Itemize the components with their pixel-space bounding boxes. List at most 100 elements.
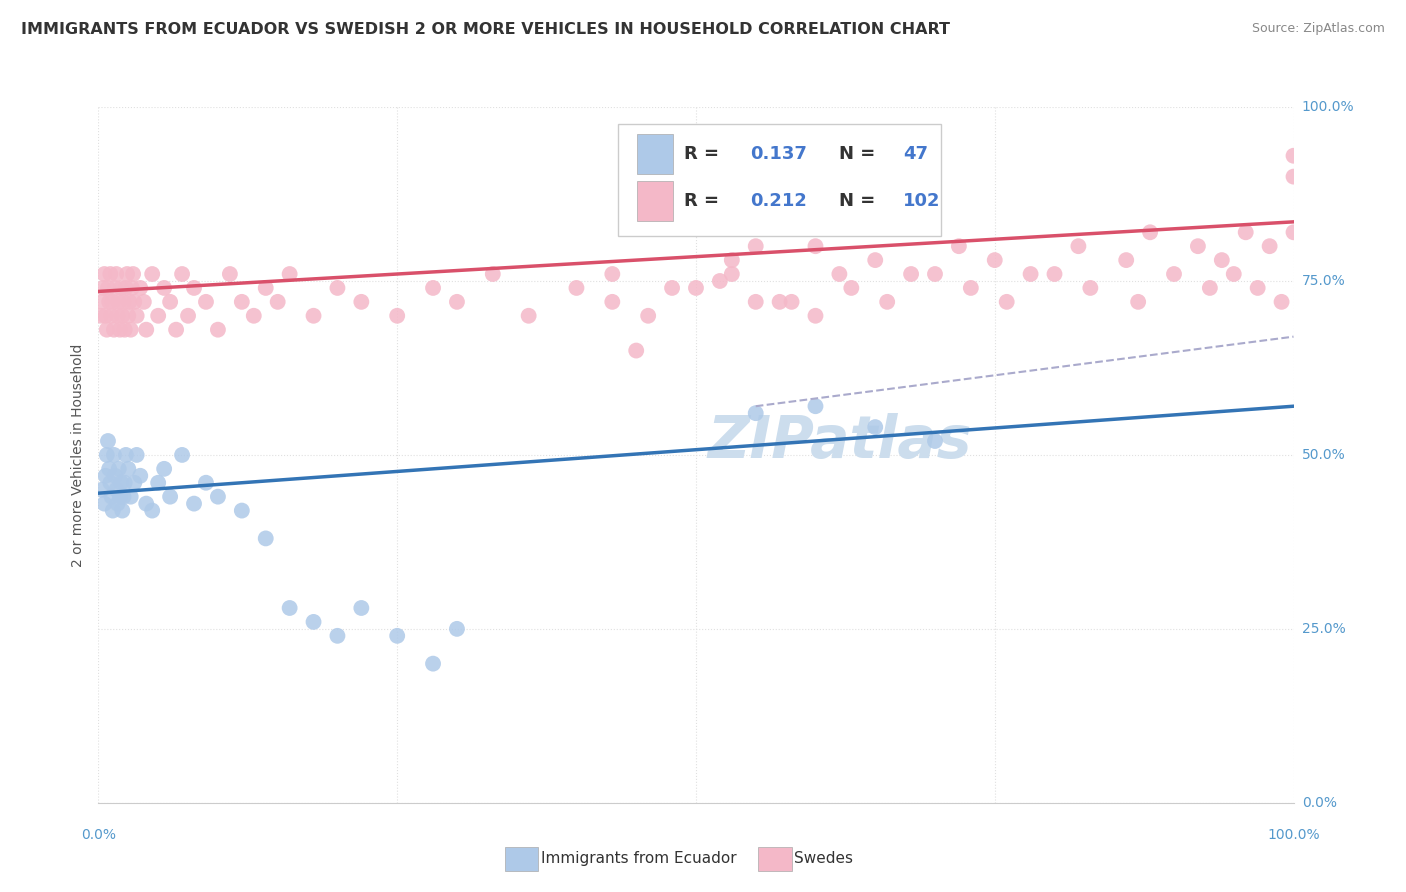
Point	[172, 448, 194, 462]
Point	[135, 323, 157, 337]
Point	[104, 281, 127, 295]
Point	[94, 468, 117, 483]
Point	[350, 601, 373, 615]
Point	[1282, 225, 1305, 239]
Point	[172, 267, 194, 281]
Point	[96, 323, 118, 337]
Point	[121, 281, 143, 295]
FancyBboxPatch shape	[619, 124, 941, 235]
Y-axis label: 2 or more Vehicles in Household: 2 or more Vehicles in Household	[72, 343, 86, 566]
Point	[148, 475, 170, 490]
Text: R =: R =	[685, 145, 725, 163]
Point	[141, 503, 163, 517]
Point	[745, 239, 768, 253]
Point	[111, 309, 134, 323]
Point	[183, 497, 205, 511]
Text: 0.212: 0.212	[749, 193, 807, 211]
Point	[1128, 294, 1150, 309]
Point	[1080, 281, 1102, 295]
Point	[1187, 239, 1209, 253]
Point	[117, 462, 139, 476]
Point	[90, 309, 112, 323]
Point	[1282, 169, 1305, 184]
Point	[101, 294, 124, 309]
Point	[828, 267, 851, 281]
Point	[565, 281, 588, 295]
Point	[446, 622, 468, 636]
Point	[1282, 149, 1305, 163]
Point	[422, 281, 444, 295]
Point	[517, 309, 540, 323]
Point	[1198, 281, 1220, 295]
Point	[153, 281, 176, 295]
Point	[132, 294, 155, 309]
Point	[91, 483, 114, 497]
Point	[107, 294, 129, 309]
Point	[385, 629, 409, 643]
Point	[91, 281, 114, 295]
Point	[114, 323, 136, 337]
Point	[207, 323, 229, 337]
Point	[446, 294, 468, 309]
Point	[124, 294, 146, 309]
Point	[326, 281, 349, 295]
Point	[302, 309, 325, 323]
Point	[105, 267, 128, 281]
Point	[108, 323, 131, 337]
Point	[125, 448, 148, 462]
Point	[114, 475, 136, 490]
Point	[165, 323, 187, 337]
Point	[207, 490, 229, 504]
Point	[600, 267, 623, 281]
Text: 100.0%: 100.0%	[1267, 828, 1320, 842]
Point	[107, 497, 129, 511]
Point	[983, 253, 1005, 268]
Point	[278, 267, 301, 281]
Text: Source: ZipAtlas.com: Source: ZipAtlas.com	[1251, 22, 1385, 36]
Point	[1222, 267, 1246, 281]
Point	[863, 420, 886, 434]
Point	[1115, 253, 1137, 268]
Text: 102: 102	[903, 193, 941, 211]
Point	[93, 267, 115, 281]
Point	[1067, 239, 1090, 253]
Point	[302, 615, 325, 629]
Point	[481, 267, 505, 281]
Text: Immigrants from Ecuador: Immigrants from Ecuador	[541, 852, 737, 866]
Text: ZIPatlas: ZIPatlas	[707, 412, 972, 469]
Point	[876, 294, 898, 309]
Text: N =: N =	[839, 193, 882, 211]
Point	[98, 462, 121, 476]
Point	[194, 294, 217, 309]
Point	[267, 294, 290, 309]
Point	[117, 309, 139, 323]
Point	[100, 490, 122, 504]
Point	[107, 309, 129, 323]
Point	[108, 490, 131, 504]
Point	[600, 294, 623, 309]
Point	[183, 281, 205, 295]
Point	[129, 281, 152, 295]
Point	[804, 399, 827, 413]
Point	[101, 503, 124, 517]
Point	[129, 468, 152, 483]
Point	[125, 309, 148, 323]
Point	[720, 253, 742, 268]
Point	[768, 294, 790, 309]
Point	[804, 239, 827, 253]
Point	[219, 267, 242, 281]
Point	[924, 434, 946, 448]
Point	[1163, 267, 1185, 281]
Point	[254, 532, 277, 546]
Point	[780, 294, 803, 309]
Point	[118, 294, 141, 309]
Text: 75.0%: 75.0%	[1302, 274, 1346, 288]
Point	[159, 490, 181, 504]
Point	[177, 309, 200, 323]
Point	[948, 239, 970, 253]
Point	[115, 281, 138, 295]
Point	[97, 434, 120, 448]
Point	[924, 267, 946, 281]
Point	[745, 406, 768, 420]
Point	[995, 294, 1018, 309]
